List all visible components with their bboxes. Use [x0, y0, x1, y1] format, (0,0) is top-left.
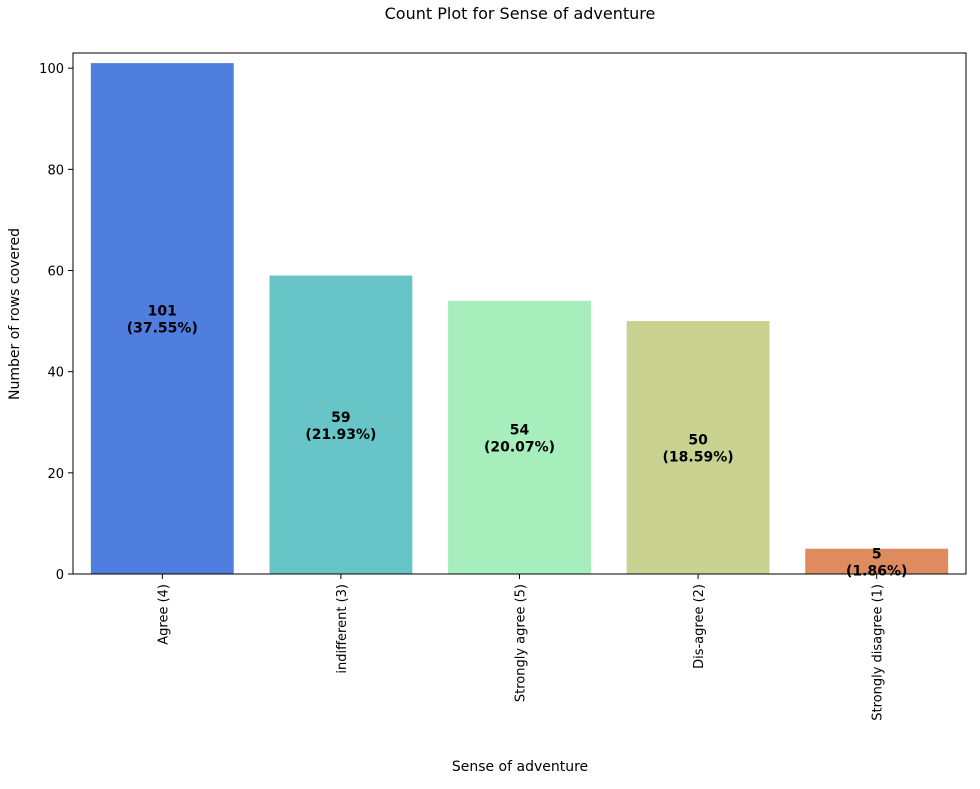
bar-1 [90, 63, 234, 574]
bar-4 [626, 321, 770, 574]
bar-percent-label: (20.07%) [484, 439, 555, 455]
y-axis-label: Number of rows covered [7, 228, 23, 400]
bar-percent-label: (37.55%) [127, 321, 198, 337]
plot-frame [72, 52, 967, 575]
bar-2 [269, 275, 413, 574]
y-tick-label: 60 [47, 265, 64, 280]
y-tick-label: 0 [56, 568, 64, 583]
x-axis: Agree (4) indifferent (3) Strongly agree (… [156, 574, 886, 721]
x-tick-label: indifferent (3) [335, 584, 350, 674]
data-labels-group: 101(37.55%) 59(21.93%) 54(20.07%) 50(18.59%… [127, 304, 908, 580]
bar-count-label: 54 [510, 422, 530, 438]
x-tick-label: Strongly disagree (1) [871, 584, 886, 721]
bar-percent-label: (21.93%) [305, 427, 376, 443]
bar-count-label: 50 [688, 433, 708, 449]
y-tick-label: 100 [39, 62, 64, 77]
x-tick-label: Strongly agree (5) [514, 584, 529, 702]
x-axis-label: Sense of adventure [452, 759, 588, 775]
bar-percent-label: (18.59%) [663, 450, 734, 466]
bars-group [90, 63, 949, 574]
y-tick-label: 80 [47, 163, 64, 178]
bar-count-label: 59 [331, 410, 350, 426]
y-tick-label: 20 [47, 467, 64, 482]
y-tick-label: 40 [47, 366, 64, 381]
y-axis: 0 20 40 60 80 100 [39, 62, 73, 583]
bar-5 [805, 548, 949, 574]
bar-percent-label: (1.86%) [846, 563, 907, 579]
bar-count-label: 5 [872, 546, 882, 562]
bar-count-label: 101 [148, 304, 177, 320]
x-tick-label: Dis-agree (2) [692, 584, 707, 669]
bar-3 [448, 300, 591, 574]
x-tick-label: Agree (4) [156, 584, 171, 645]
chart-title: Count Plot for Sense of adventure [385, 4, 656, 23]
